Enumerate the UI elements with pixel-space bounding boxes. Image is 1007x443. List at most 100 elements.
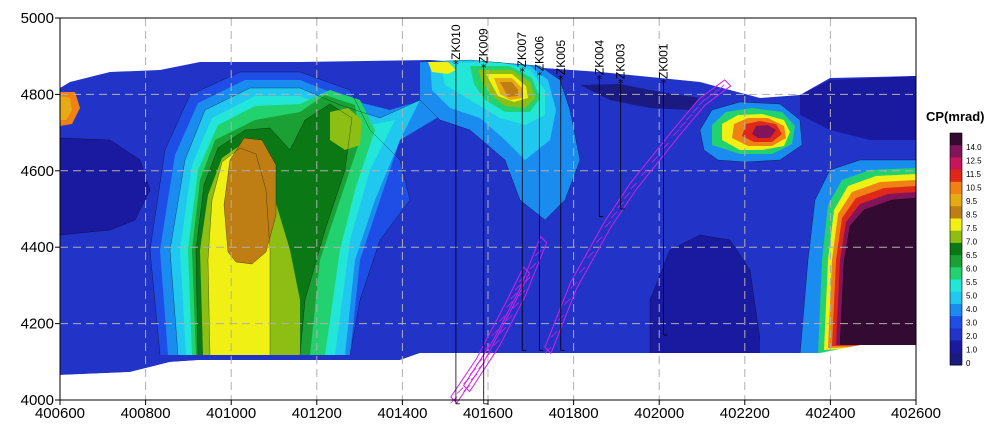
contour-dark-center (580, 84, 700, 110)
ore-hatch (498, 315, 506, 323)
ore-hatch (604, 220, 612, 228)
contour-rt-14 (752, 125, 776, 138)
ore-hatch (711, 89, 719, 96)
ore-hatch (510, 292, 517, 300)
colorbar-level-label: 10.5 (966, 184, 982, 193)
ore-hatch (685, 114, 693, 121)
borehole-label: ZK009 (477, 28, 491, 64)
ore-hatch (544, 347, 552, 354)
ore-hatch (623, 192, 631, 199)
ore-hatch (493, 339, 500, 346)
ore-hatch (717, 84, 725, 91)
x-tick-label: 401400 (377, 405, 427, 422)
borehole-label: ZK010 (449, 24, 463, 60)
ore-hatch (570, 282, 577, 289)
colorbar-swatch (950, 279, 962, 293)
ore-hatch (529, 263, 537, 270)
colorbar-swatch (950, 242, 962, 256)
ore-hatch (514, 284, 522, 291)
borehole-collar-icon: * (597, 73, 603, 86)
colorbar-swatch (950, 303, 962, 317)
borehole-label: ZK007 (515, 32, 529, 68)
x-axis: 400600 400800 401000 401200 401400 401600 4018… (35, 400, 941, 422)
ore-bodies (450, 79, 732, 404)
contour-dark-left (60, 138, 150, 235)
ore-hatch (578, 266, 586, 274)
contour-dark-top-right (800, 76, 916, 140)
colorbar-level-label: 7.0 (966, 238, 978, 247)
colorbar-swatch (950, 194, 962, 207)
colorbar-title: CP(mrad) (926, 109, 985, 124)
colorbar-frame (949, 132, 963, 366)
contour-edge-left-b (60, 96, 72, 120)
contour-rb-14 (840, 198, 916, 345)
ore-hatch (535, 249, 542, 257)
x-tick-label: 401000 (206, 405, 256, 422)
x-tick-label: 401600 (463, 405, 513, 422)
colorbar-swatch (950, 145, 962, 158)
contour-top-left-yellow (428, 62, 456, 74)
x-tick-label: 401800 (549, 405, 599, 422)
ore-hatch (698, 98, 706, 106)
colorbar-level-label: 5.0 (966, 292, 978, 301)
ore-hatch (563, 298, 571, 305)
contour-left-95 (224, 138, 276, 264)
colorbar-level-label: 6.5 (966, 251, 978, 260)
borehole-collar-icon: * (537, 69, 543, 82)
colorbar-level-label: 3.0 (966, 319, 978, 328)
colorbar-level-label: 12.5 (966, 157, 982, 166)
x-tick-label: 400800 (121, 405, 171, 422)
colorbar-swatch (950, 340, 962, 354)
borehole-label: ZK005 (554, 39, 568, 75)
colorbar-level-label: 9.5 (966, 197, 978, 206)
colorbar-swatch (950, 291, 962, 305)
borehole-collar-icon: * (519, 65, 525, 78)
borehole-label: ZK003 (614, 43, 628, 79)
colorbar-level-label: 11.5 (966, 170, 982, 179)
ore-hatch (483, 344, 491, 351)
ore-hatch (705, 93, 712, 101)
x-tick-label: 402000 (634, 405, 684, 422)
colorbar-level-label: 8.5 (966, 211, 978, 220)
boreholes: *ZK010*ZK009*ZK007*ZK006*ZK005*ZK004*ZK0… (449, 24, 670, 405)
colorbar-level-label: 0 (966, 359, 971, 368)
ore-hatch (551, 330, 558, 338)
ore-hatch (692, 106, 699, 113)
colorbar-swatch (950, 169, 962, 183)
borehole-collar-icon: * (453, 58, 459, 71)
colorbar-swatch (950, 255, 962, 268)
ore-hatch (610, 211, 618, 219)
colorbar-level-label: 6.0 (966, 265, 978, 274)
ore-hatch (640, 169, 648, 176)
ore-hatch (470, 373, 478, 381)
y-tick-label: 4000 (21, 392, 54, 409)
colorbar-level-label: 14.0 (966, 143, 982, 152)
colorbar-swatch (950, 133, 962, 146)
contour-top-9b (500, 82, 518, 97)
colorbar-swatch (950, 218, 962, 232)
borehole-collar-icon: * (481, 62, 487, 75)
x-tick-label: 402600 (891, 405, 941, 422)
contour-field (60, 59, 916, 375)
ore-hatch (673, 129, 680, 136)
colorbar-level-label: 2.0 (966, 332, 978, 341)
ore-hatch (485, 350, 493, 358)
borehole-label: ZK004 (592, 39, 606, 75)
ore-hatch (506, 301, 513, 308)
colorbar-level-label: 4.0 (966, 305, 978, 314)
ore-hatch (630, 182, 637, 190)
colorbar-swatch (950, 206, 962, 219)
ore-body (544, 79, 732, 355)
ore-body (462, 235, 548, 393)
x-tick-label: 402400 (805, 405, 855, 422)
borehole-label: ZK006 (532, 36, 546, 72)
contour-left-8 (330, 108, 362, 150)
y-axis: 4000 4200 4400 4600 4800 5000 (21, 10, 60, 409)
contour-dark-bottom (650, 235, 760, 355)
borehole-collar-icon: * (661, 77, 667, 90)
x-tick-label: 400600 (35, 405, 85, 422)
colorbar-level-label: 7.5 (966, 224, 978, 233)
colorbar-swatch (950, 230, 962, 244)
colorbar-swatch (950, 316, 962, 329)
